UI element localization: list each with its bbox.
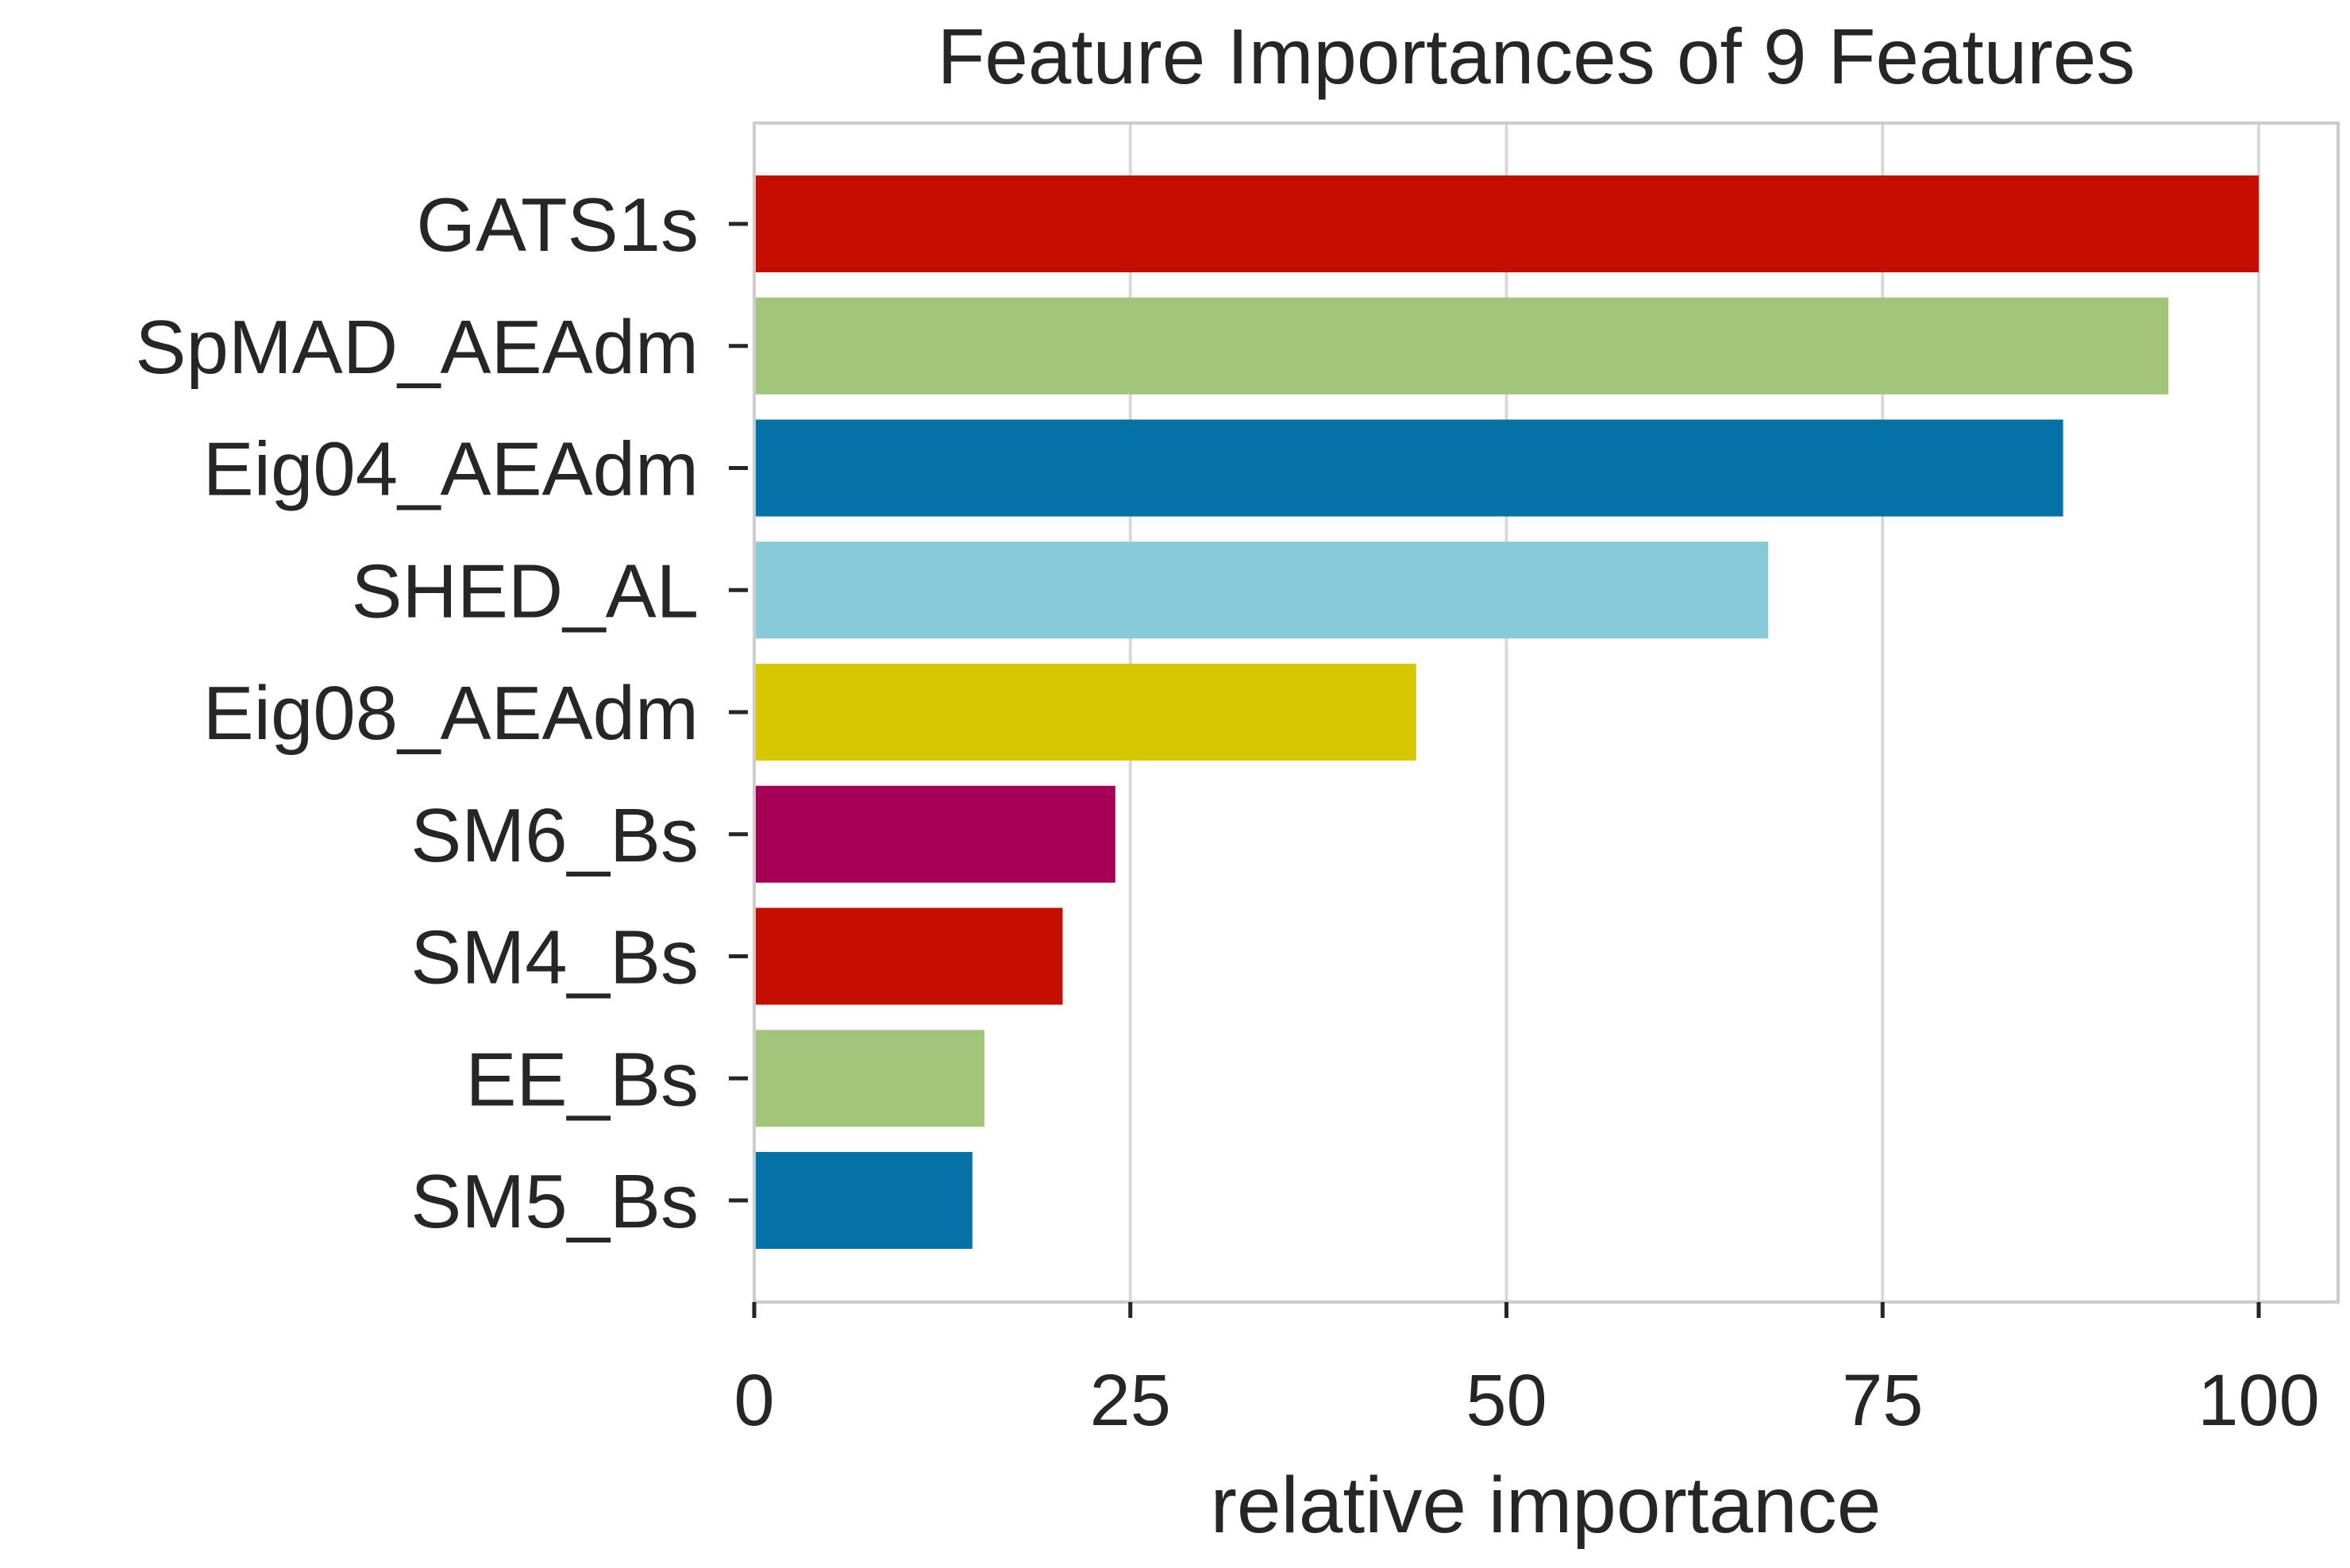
bars-group xyxy=(754,175,2259,1249)
y-tick-label: EE_Bs xyxy=(466,1037,699,1122)
y-tick-label: SM5_Bs xyxy=(410,1159,699,1244)
bar xyxy=(754,1030,984,1127)
bar xyxy=(754,785,1115,883)
x-tick-label: 25 xyxy=(1090,1360,1171,1441)
bar xyxy=(754,297,2169,395)
y-tick-label: SpMAD_AEAdm xyxy=(135,305,699,390)
x-tick-label: 50 xyxy=(1466,1360,1547,1441)
x-axis: 0 25 50 75 100 xyxy=(734,1302,2320,1441)
y-tick-label: SM6_Bs xyxy=(410,793,699,878)
y-tick-label: SM4_Bs xyxy=(410,915,699,1000)
chart-title: Feature Importances of 9 Features xyxy=(938,13,2136,100)
y-tick-label: Eig08_AEAdm xyxy=(203,671,699,756)
bar xyxy=(754,175,2259,272)
y-tick-label: Eig04_AEAdm xyxy=(203,427,699,512)
x-tick-label: 100 xyxy=(2198,1360,2320,1441)
x-tick-label: 75 xyxy=(1842,1360,1923,1441)
bar xyxy=(754,419,2063,517)
y-tick-label: SHED_AL xyxy=(351,549,699,634)
plot-frame xyxy=(753,121,2340,1304)
y-tick-label: GATS1s xyxy=(416,183,699,268)
bar xyxy=(754,907,1063,1005)
bar xyxy=(754,664,1416,761)
bar xyxy=(754,1152,973,1249)
x-tick-label: 0 xyxy=(734,1360,774,1441)
bar xyxy=(754,541,1769,639)
x-axis-label: relative importance xyxy=(1211,1461,1882,1550)
y-axis: GATS1s SpMAD_AEAdm Eig04_AEAdm SHED_AL Eig08… xyxy=(135,183,748,1244)
